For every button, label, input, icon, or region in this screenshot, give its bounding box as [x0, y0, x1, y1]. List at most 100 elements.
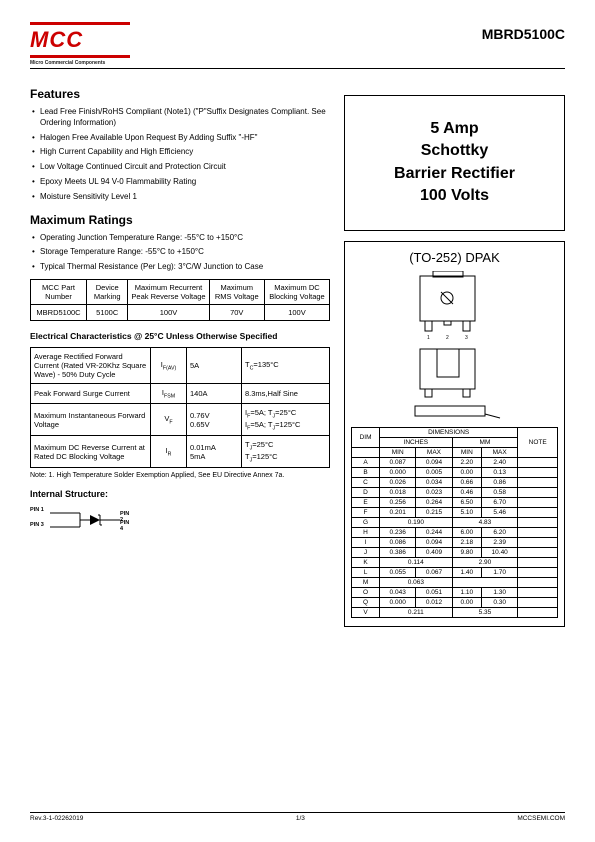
table-row: E0.2560.2646.506.70 — [352, 497, 558, 507]
dim-mm: 4.83 — [452, 517, 518, 527]
features-list: Lead Free Finish/RoHS Compliant (Note1) … — [30, 107, 330, 203]
dim-letter: B — [352, 467, 380, 477]
dim-in-max: 0.067 — [416, 567, 452, 577]
left-column: Features Lead Free Finish/RoHS Compliant… — [30, 77, 330, 627]
dim-note — [518, 587, 558, 597]
package-outline-icon: 1 2 3 — [385, 271, 525, 421]
dim-in-max: 0.409 — [416, 547, 452, 557]
td-vrms: 70V — [209, 304, 264, 320]
param-cell: Peak Forward Surge Current — [31, 383, 151, 404]
dim-mm-max: 0.86 — [482, 477, 518, 487]
rating-item: Typical Thermal Resistance (Per Leg): 3°… — [32, 262, 330, 273]
th-vrms: Maximum RMS Voltage — [209, 279, 264, 304]
dim-mm-max: 6.20 — [482, 527, 518, 537]
dim-mm-min: 5.10 — [452, 507, 481, 517]
th-min: MIN — [380, 447, 416, 457]
val-cell: 0.01mA5mA — [187, 436, 242, 468]
elec-table: Average Rectified Forward Current (Rated… — [30, 347, 330, 469]
logo-line-bottom — [30, 55, 130, 58]
product-title-box: 5 Amp Schottky Barrier Rectifier 100 Vol… — [344, 95, 565, 231]
val-cell: 140A — [187, 383, 242, 404]
dim-letter: J — [352, 547, 380, 557]
logo-subtitle: Micro Commercial Components — [30, 60, 105, 66]
feature-item: High Current Capability and High Efficie… — [32, 147, 330, 158]
dim-in-min: 0.256 — [380, 497, 416, 507]
dim-in-min: 0.236 — [380, 527, 416, 537]
dim-note — [518, 487, 558, 497]
dim-note — [518, 607, 558, 617]
right-column: 5 Amp Schottky Barrier Rectifier 100 Vol… — [344, 77, 565, 627]
dim-in-max: 0.005 — [416, 467, 452, 477]
td-marking: 5100C — [87, 304, 128, 320]
pin1-label: PIN 1 — [30, 507, 44, 513]
dim-note — [518, 467, 558, 477]
table-row: F0.2010.2155.105.46 — [352, 507, 558, 517]
pin3-label: PIN 3 — [30, 522, 44, 528]
elec-heading: Electrical Characteristics @ 25°C Unless… — [30, 331, 330, 341]
dim-in: 0.211 — [380, 607, 453, 617]
dim-mm-min: 6.50 — [452, 497, 481, 507]
sym-cell: IF(AV) — [151, 347, 187, 383]
table-row: Maximum Instantaneous Forward Voltage VF… — [31, 404, 330, 436]
dim-mm-min: 0.00 — [452, 467, 481, 477]
features-heading: Features — [30, 87, 330, 101]
footer-rev: Rev.3-1-02262019 — [30, 815, 83, 822]
table-row: M0.063 — [352, 577, 558, 587]
dim-note — [518, 577, 558, 587]
dim-in: 0.190 — [380, 517, 453, 527]
table-row: Peak Forward Surge Current IFSM 140A 8.3… — [31, 383, 330, 404]
dim-mm-max: 0.58 — [482, 487, 518, 497]
dim-note — [518, 497, 558, 507]
dim-in-max: 0.023 — [416, 487, 452, 497]
dim-letter: H — [352, 527, 380, 537]
table-row: MCC Part Number Device Marking Maximum R… — [31, 279, 330, 304]
table-row: V0.2115.35 — [352, 607, 558, 617]
th-dim: DIM — [352, 427, 380, 447]
dim-in-max: 0.051 — [416, 587, 452, 597]
dim-in-min: 0.043 — [380, 587, 416, 597]
package-title: (TO-252) DPAK — [351, 250, 558, 265]
dim-note — [518, 567, 558, 577]
dim-note — [518, 557, 558, 567]
table-row: C0.0260.0340.660.86 — [352, 477, 558, 487]
dim-mm-min: 6.00 — [452, 527, 481, 537]
dim-mm-max: 2.40 — [482, 457, 518, 467]
pin4-label: PIN 4 — [120, 520, 130, 532]
footer-page: 1/3 — [296, 815, 305, 822]
dim-in-min: 0.000 — [380, 597, 416, 607]
dim-letter: F — [352, 507, 380, 517]
svg-text:3: 3 — [465, 335, 468, 341]
dim-mm-min: 0.46 — [452, 487, 481, 497]
feature-item: Epoxy Meets UL 94 V-0 Flammability Ratin… — [32, 177, 330, 188]
dim-note — [518, 457, 558, 467]
dim-mm-max: 6.70 — [482, 497, 518, 507]
table-row: DIM DIMENSIONS NOTE — [352, 427, 558, 437]
part-number: MBRD5100C — [482, 20, 565, 42]
dim-in-min: 0.386 — [380, 547, 416, 557]
param-cell: Maximum DC Reverse Current at Rated DC B… — [31, 436, 151, 468]
table-row: K0.1142.90 — [352, 557, 558, 567]
dim-letter: Q — [352, 597, 380, 607]
dim-letter: A — [352, 457, 380, 467]
dim-mm — [452, 577, 518, 587]
param-cell: Average Rectified Forward Current (Rated… — [31, 347, 151, 383]
page-footer: Rev.3-1-02262019 1/3 MCCSEMI.COM — [30, 812, 565, 822]
svg-text:2: 2 — [446, 335, 449, 341]
rating-item: Operating Junction Temperature Range: -5… — [32, 233, 330, 244]
dimensions-table: DIM DIMENSIONS NOTE INCHES MM MIN MAX MI… — [351, 427, 558, 618]
package-box: (TO-252) DPAK 1 2 3 — [344, 241, 565, 627]
title-line4: 100 Volts — [353, 185, 556, 207]
sym-cell: IR — [151, 436, 187, 468]
dim-mm-min: 0.00 — [452, 597, 481, 607]
title-line2: Schottky — [353, 140, 556, 162]
max-ratings-list: Operating Junction Temperature Range: -5… — [30, 233, 330, 273]
dim-mm-min: 9.80 — [452, 547, 481, 557]
dim-letter: C — [352, 477, 380, 487]
table-row: L0.0550.0671.401.70 — [352, 567, 558, 577]
table-row: I0.0860.0942.182.39 — [352, 537, 558, 547]
cond-cell: TC=135°C — [242, 347, 330, 383]
logo-text: MCC — [30, 27, 83, 53]
dim-letter: V — [352, 607, 380, 617]
dim-in-min: 0.026 — [380, 477, 416, 487]
dim-note — [518, 597, 558, 607]
